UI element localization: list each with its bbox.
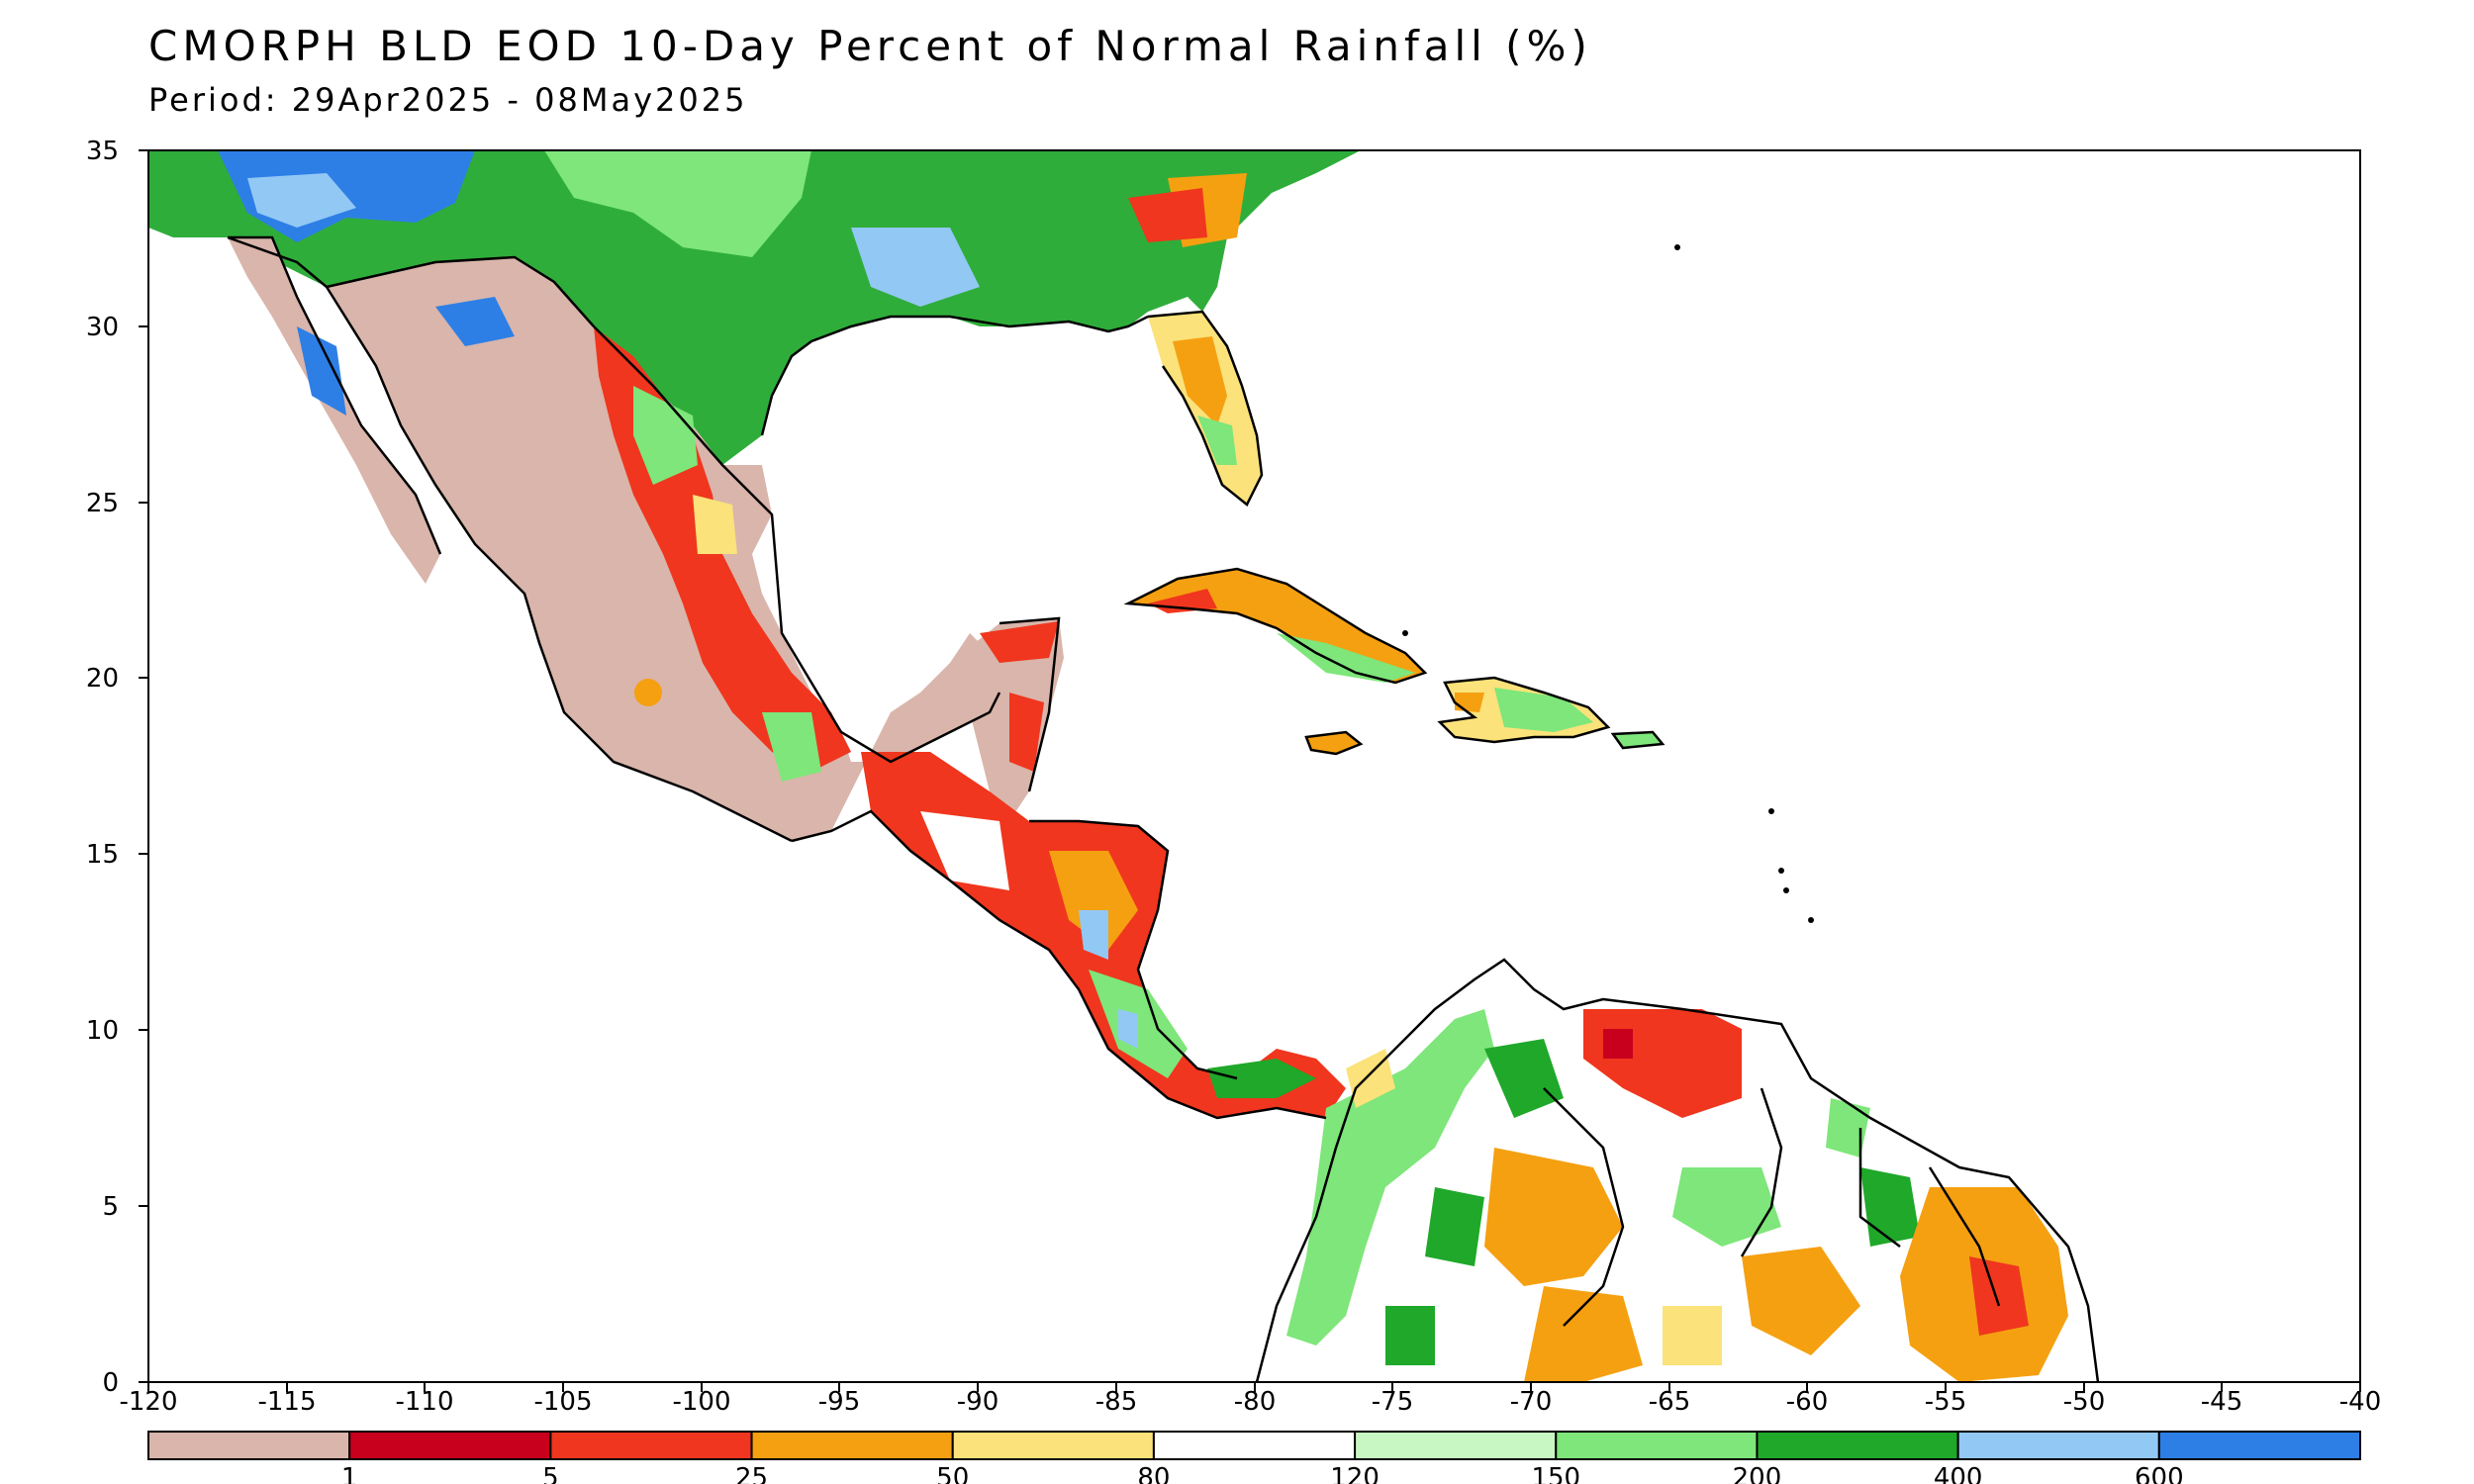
legend-label: 150 — [1531, 1463, 1580, 1484]
legend-label: 50 — [936, 1463, 969, 1484]
legend-swatch — [549, 1431, 753, 1460]
color-legend: 1 5 25 50 80 120 150 200 400 600 — [147, 1431, 2361, 1484]
lat-tick-label: 5 — [102, 1192, 119, 1222]
lat-tick-label: 25 — [86, 489, 119, 518]
lon-tick-label: -50 — [2063, 1387, 2105, 1417]
lat-tick-label: 20 — [86, 664, 119, 694]
legend-swatch — [2157, 1431, 2361, 1460]
lon-tick-label: -115 — [257, 1387, 316, 1417]
lon-tick-label: -80 — [1234, 1387, 1276, 1417]
legend-swatch — [951, 1431, 1155, 1460]
lat-tick-label: 0 — [102, 1368, 119, 1398]
legend-label: 400 — [1934, 1463, 1983, 1484]
legend-labels: 1 5 25 50 80 120 150 200 400 600 — [341, 1463, 2184, 1484]
lon-tick-label: -110 — [395, 1387, 453, 1417]
lon-tick-label: -65 — [1649, 1387, 1690, 1417]
lat-tick-label: 15 — [86, 840, 119, 870]
land-baja — [228, 237, 440, 584]
lon-tick-label: -85 — [1095, 1387, 1137, 1417]
legend-swatch — [348, 1431, 552, 1460]
legend-label: 25 — [735, 1463, 768, 1484]
lon-tick-label: -55 — [1925, 1387, 1966, 1417]
lon-tick-label: -40 — [2339, 1387, 2381, 1417]
lat-tick-label: 10 — [86, 1016, 119, 1046]
lon-tick-label: -105 — [533, 1387, 592, 1417]
legend-swatch — [147, 1431, 351, 1460]
lat-tick-label: 30 — [86, 313, 119, 342]
lon-tick-label: -90 — [957, 1387, 999, 1417]
legend-swatch — [1354, 1431, 1558, 1460]
lon-tick-label: -60 — [1786, 1387, 1828, 1417]
legend-label: 120 — [1330, 1463, 1380, 1484]
legend-swatch — [1152, 1431, 1357, 1460]
legend-swatch — [1555, 1431, 1759, 1460]
lon-tick-label: -75 — [1372, 1387, 1413, 1417]
lon-tick-label: -100 — [672, 1387, 730, 1417]
legend-label: 200 — [1733, 1463, 1782, 1484]
legend-swatch — [1756, 1431, 1959, 1460]
legend-swatches — [147, 1431, 2361, 1460]
lon-axis: -120 -115 -110 -105 -100 -95 -90 -85 -80… — [119, 1382, 2381, 1417]
legend-label: 5 — [542, 1463, 559, 1484]
map-area — [148, 150, 2360, 1382]
legend-swatch — [750, 1431, 954, 1460]
lon-tick-label: -45 — [2201, 1387, 2242, 1417]
lat-axis: 35 30 25 20 15 10 5 0 — [86, 137, 148, 1398]
period-subtitle: Period: 29Apr2025 - 08May2025 — [148, 81, 748, 119]
lon-tick-label: -95 — [818, 1387, 860, 1417]
lon-tick-label: -70 — [1510, 1387, 1552, 1417]
legend-label: 80 — [1137, 1463, 1170, 1484]
map-title: CMORPH BLD EOD 10-Day Percent of Normal … — [148, 22, 1592, 70]
legend-label: 1 — [341, 1463, 358, 1484]
land-yucatan — [950, 618, 1064, 821]
land-usa-south — [148, 150, 1361, 465]
legend-swatch — [1956, 1431, 2160, 1460]
legend-label: 600 — [2135, 1463, 2184, 1484]
lon-tick-label: -120 — [119, 1387, 177, 1417]
lat-tick-label: 35 — [86, 137, 119, 166]
